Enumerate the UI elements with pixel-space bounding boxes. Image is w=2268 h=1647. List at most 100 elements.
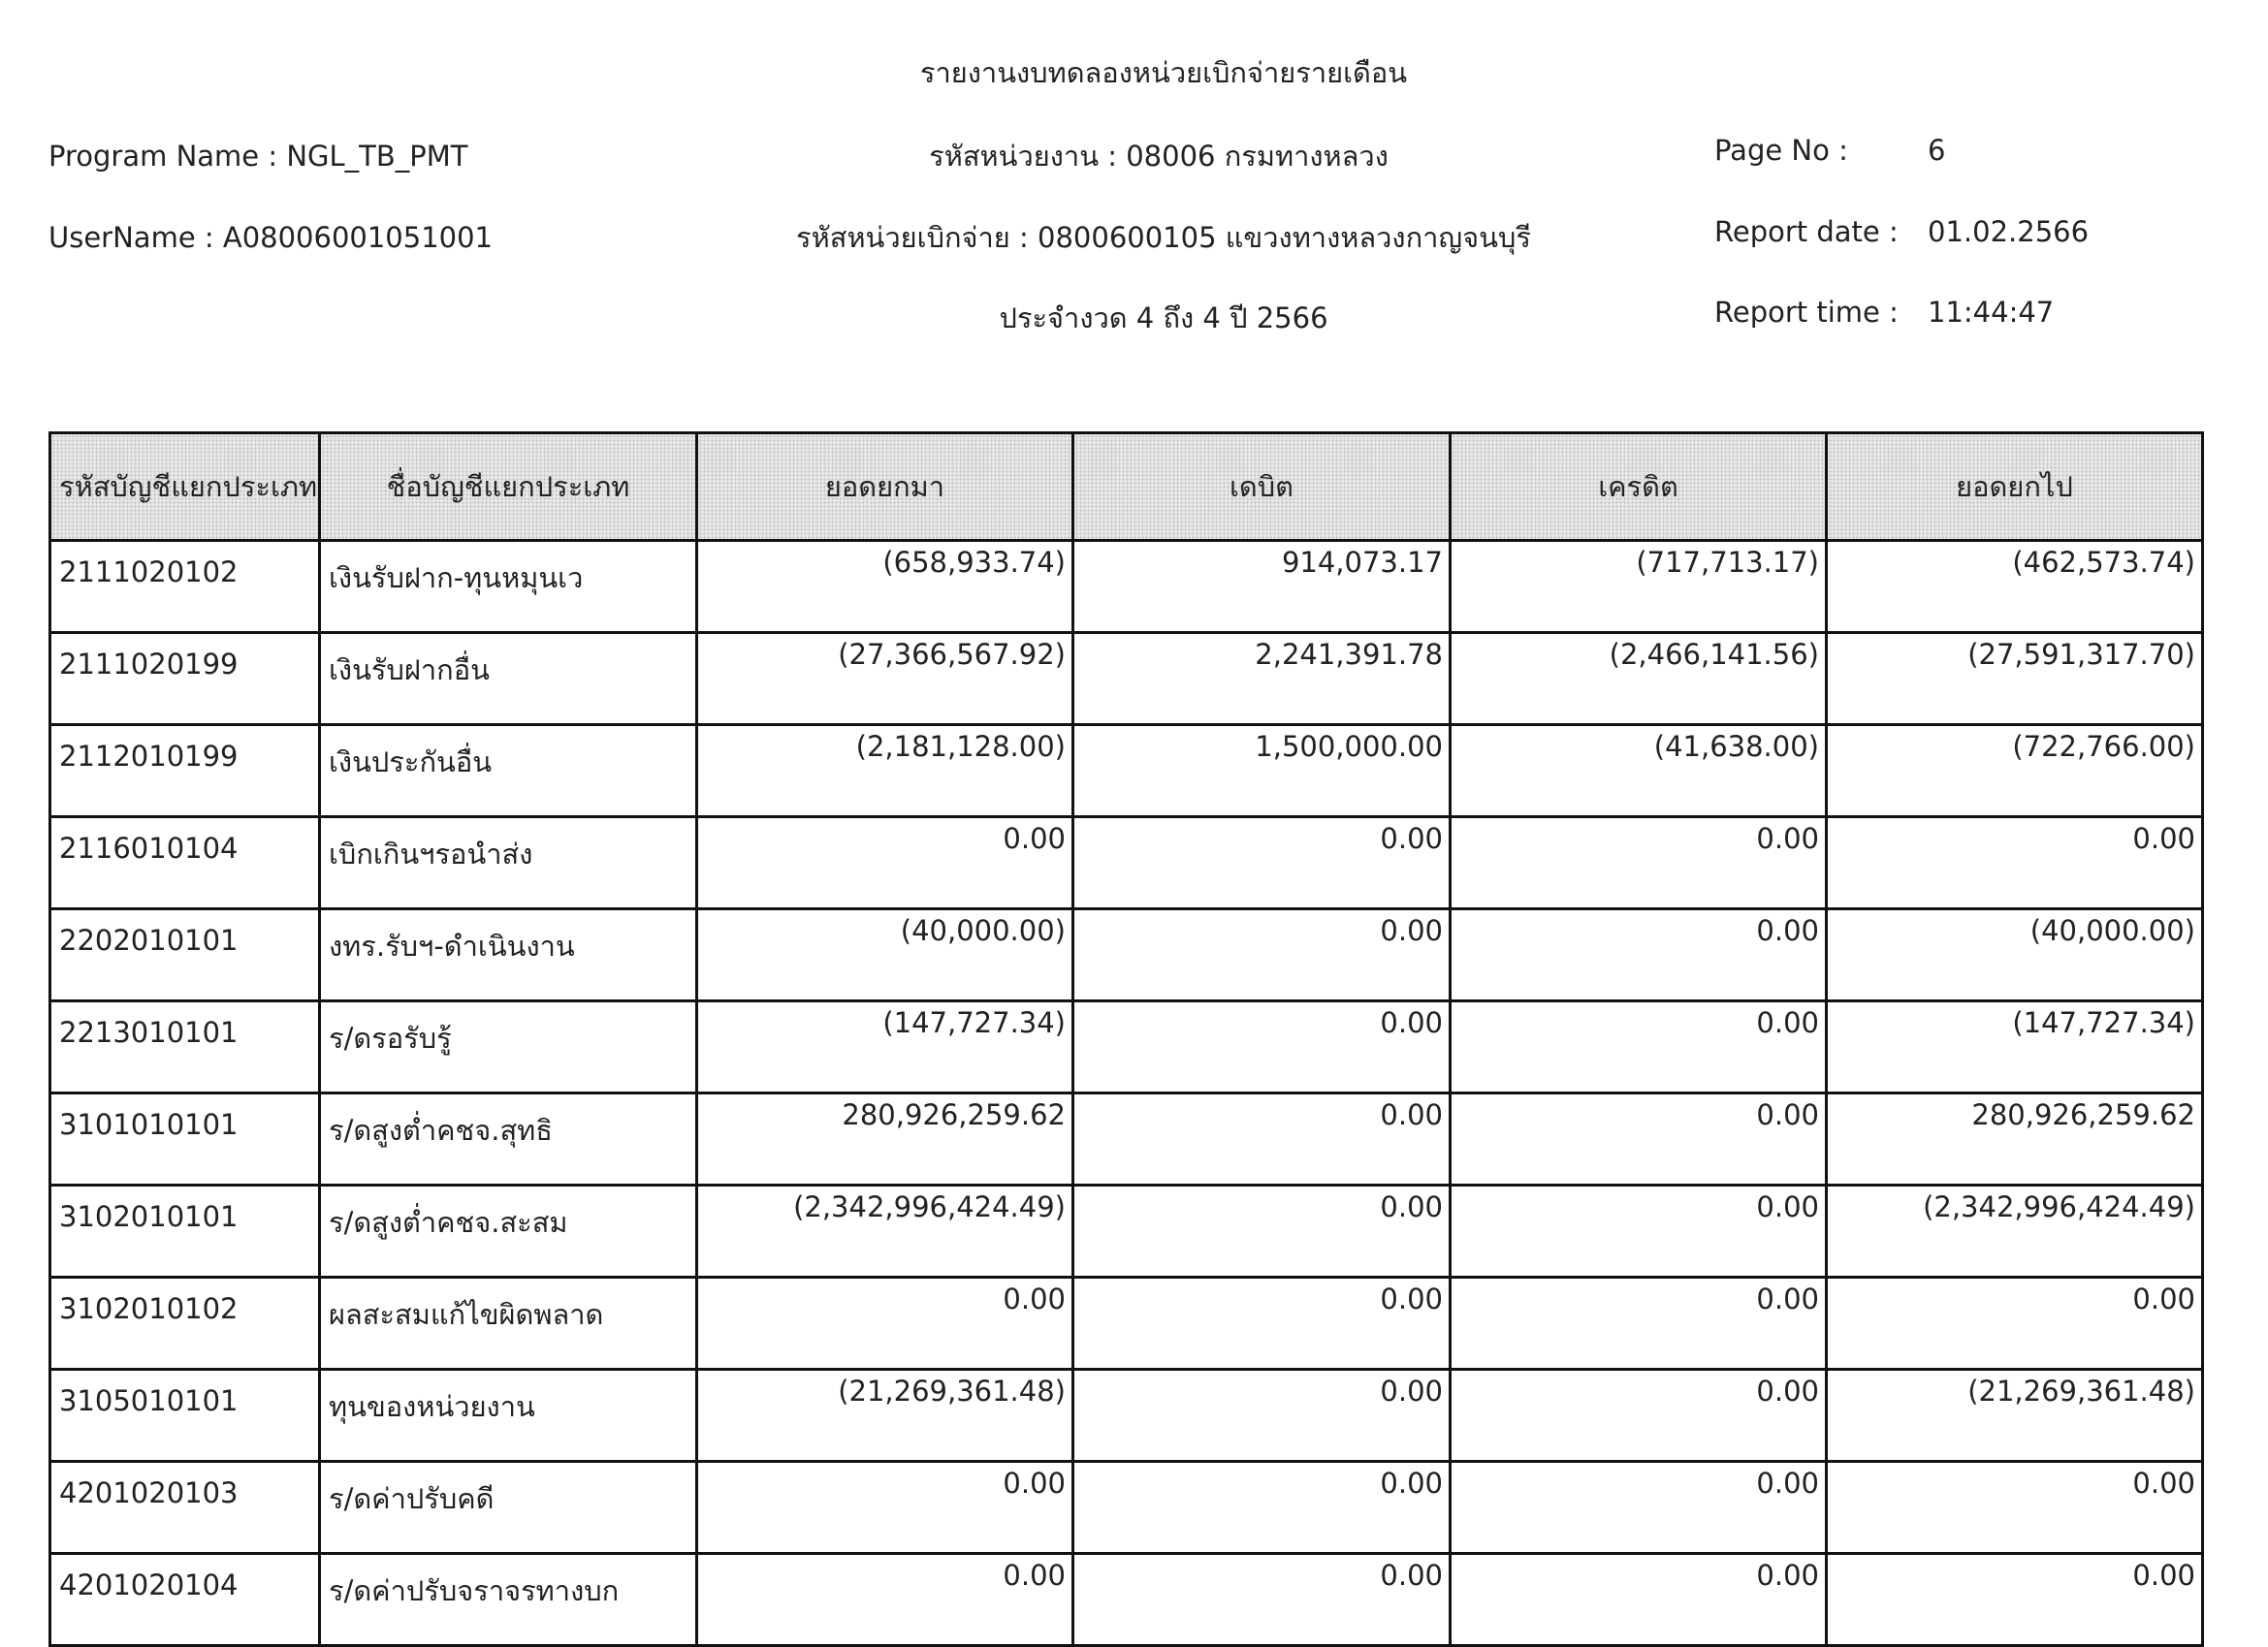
cell-account-code: 3102010102	[48, 1276, 321, 1371]
cell-debit: 0.00	[1071, 907, 1452, 1002]
cell-credit: (2,466,141.56)	[1449, 631, 1828, 726]
cell-account-code: 2111020199	[48, 631, 321, 726]
cell-closing-balance: (40,000.00)	[1825, 907, 2204, 1002]
cell-opening-balance: 0.00	[695, 1552, 1074, 1647]
cell-opening-balance: (147,727.34)	[695, 999, 1074, 1094]
cell-account-code: 2111020102	[48, 539, 321, 634]
trial-balance-table: รหัสบัญชีแยกประเภท ชื่อบัญชีแยกประเภท ยอ…	[48, 431, 2204, 1647]
cell-account-code: 2112010199	[48, 723, 321, 818]
table-row: 3101010101 ร/ดสูงต่ำคชจ.สุทธิ 280,926,259.…	[48, 1092, 2204, 1187]
table-row: 2111020199 เงินรับฝากอื่น (27,366,567.92) 2…	[48, 631, 2204, 726]
cell-account-name: เบิกเกินฯรอนำส่ง	[319, 815, 698, 910]
cell-opening-balance: (40,000.00)	[695, 907, 1074, 1002]
cell-account-name: ร/ดค่าปรับคดี	[319, 1460, 698, 1555]
table-row: 2202010101 งทร.รับฯ-ดำเนินงาน (40,000.00) 0…	[48, 907, 2204, 1002]
col-header-credit: เครดิต	[1449, 431, 1828, 542]
cell-account-name: ผลสะสมแก้ไขผิดพลาด	[319, 1276, 698, 1371]
table-header-row: รหัสบัญชีแยกประเภท ชื่อบัญชีแยกประเภท ยอ…	[48, 431, 2204, 542]
cell-account-name: เงินประกันอื่น	[319, 723, 698, 818]
program-name: Program Name : NGL_TB_PMT	[48, 140, 468, 173]
cell-closing-balance: (21,269,361.48)	[1825, 1368, 2204, 1463]
cell-account-name: ร/ดสูงต่ำคชจ.สุทธิ	[319, 1092, 698, 1187]
cell-debit: 2,241,391.78	[1071, 631, 1452, 726]
cell-debit: 0.00	[1071, 1276, 1452, 1371]
cell-debit: 914,073.17	[1071, 539, 1452, 634]
cell-credit: 0.00	[1449, 999, 1828, 1094]
table-row: 3102010102 ผลสะสมแก้ไขผิดพลาด 0.00 0.00 0.00…	[48, 1276, 2204, 1371]
col-header-account-code: รหัสบัญชีแยกประเภท	[48, 431, 321, 542]
cell-opening-balance: (658,933.74)	[695, 539, 1074, 634]
cell-account-code: 4201020103	[48, 1460, 321, 1555]
cell-account-code: 2202010101	[48, 907, 321, 1002]
cell-opening-balance: (2,181,128.00)	[695, 723, 1074, 818]
cell-closing-balance: (147,727.34)	[1825, 999, 2204, 1094]
cell-debit: 0.00	[1071, 1460, 1452, 1555]
table-row: 2213010101 ร/ดรอรับรู้ (147,727.34) 0.00 0.0…	[48, 999, 2204, 1094]
cell-closing-balance: 0.00	[1825, 1276, 2204, 1371]
cell-account-code: 2116010104	[48, 815, 321, 910]
cell-closing-balance: 280,926,259.62	[1825, 1092, 2204, 1187]
report-date-label: Report date :	[1714, 215, 1899, 248]
cell-debit: 0.00	[1071, 999, 1452, 1094]
col-header-closing-balance: ยอดยกไป	[1825, 431, 2204, 542]
report-date: 01.02.2566	[1928, 215, 2090, 248]
cell-account-code: 3105010101	[48, 1368, 321, 1463]
col-header-account-name: ชื่อบัญชีแยกประเภท	[318, 431, 698, 542]
report-period: ประจำงวด 4 ถึง 4 ปี 2566	[999, 301, 1328, 334]
cell-opening-balance: 0.00	[695, 815, 1074, 910]
cell-account-name: เงินรับฝากอื่น	[319, 631, 698, 726]
table-row: 2112010199 เงินประกันอื่น (2,181,128.00) 1,…	[48, 723, 2204, 818]
cell-closing-balance: (722,766.00)	[1825, 723, 2204, 818]
cell-account-name: งทร.รับฯ-ดำเนินงาน	[319, 907, 698, 1002]
cell-closing-balance: 0.00	[1825, 1460, 2204, 1555]
page-no-label: Page No :	[1714, 134, 1848, 167]
agency-code: รหัสหน่วยงาน : 08006 กรมทางหลวง	[929, 140, 1389, 173]
cell-debit: 1,500,000.00	[1071, 723, 1452, 818]
cell-opening-balance: (27,366,567.92)	[695, 631, 1074, 726]
col-header-opening-balance: ยอดยกมา	[695, 431, 1074, 542]
cell-account-code: 4201020104	[48, 1552, 321, 1647]
cell-credit: 0.00	[1449, 1460, 1828, 1555]
cell-opening-balance: (21,269,361.48)	[695, 1368, 1074, 1463]
cell-account-name: ร/ดค่าปรับจราจรทางบก	[319, 1552, 698, 1647]
table-row: 3105010101 ทุนของหน่วยงาน (21,269,361.48) 0…	[48, 1368, 2204, 1463]
table-row: 4201020103 ร/ดค่าปรับคดี 0.00 0.00 0.00 0.00	[48, 1460, 2204, 1555]
cell-account-code: 3102010101	[48, 1184, 321, 1279]
cell-account-code: 3101010101	[48, 1092, 321, 1187]
cell-opening-balance: 0.00	[695, 1460, 1074, 1555]
cell-credit: 0.00	[1449, 907, 1828, 1002]
table-row: 4201020104 ร/ดค่าปรับจราจรทางบก 0.00 0.00 0.…	[48, 1552, 2204, 1647]
cell-credit: 0.00	[1449, 1368, 1828, 1463]
table-row: 2111020102 เงินรับฝาก-ทุนหมุนเว (658,933.7…	[48, 539, 2204, 634]
cell-debit: 0.00	[1071, 1184, 1452, 1279]
report-time: 11:44:47	[1928, 296, 2055, 329]
cell-credit: 0.00	[1449, 1276, 1828, 1371]
cell-closing-balance: 0.00	[1825, 1552, 2204, 1647]
cell-closing-balance: 0.00	[1825, 815, 2204, 910]
cell-account-name: เงินรับฝาก-ทุนหมุนเว	[319, 539, 698, 634]
cell-closing-balance: (2,342,996,424.49)	[1825, 1184, 2204, 1279]
cell-closing-balance: (462,573.74)	[1825, 539, 2204, 634]
table-row: 2116010104 เบิกเกินฯรอนำส่ง 0.00 0.00 0.00 0.…	[48, 815, 2204, 910]
cell-credit: (41,638.00)	[1449, 723, 1828, 818]
cell-credit: 0.00	[1449, 1184, 1828, 1279]
page-no: 6	[1928, 134, 1946, 167]
cell-credit: (717,713.17)	[1449, 539, 1828, 634]
cell-debit: 0.00	[1071, 1092, 1452, 1187]
cell-credit: 0.00	[1449, 1552, 1828, 1647]
cell-opening-balance: 0.00	[695, 1276, 1074, 1371]
cell-opening-balance: 280,926,259.62	[695, 1092, 1074, 1187]
cell-debit: 0.00	[1071, 1552, 1452, 1647]
cell-credit: 0.00	[1449, 1092, 1828, 1187]
cell-account-name: ทุนของหน่วยงาน	[319, 1368, 698, 1463]
cell-opening-balance: (2,342,996,424.49)	[695, 1184, 1074, 1279]
cell-credit: 0.00	[1449, 815, 1828, 910]
report-time-label: Report time :	[1714, 296, 1899, 329]
cell-account-name: ร/ดรอรับรู้	[319, 999, 698, 1094]
col-header-debit: เดบิต	[1071, 431, 1452, 542]
cell-debit: 0.00	[1071, 1368, 1452, 1463]
disbursing-unit-code: รหัสหน่วยเบิกจ่าย : 0800600105 แขวงทางหล…	[796, 221, 1531, 254]
table-row: 3102010101 ร/ดสูงต่ำคชจ.สะสม (2,342,996,42…	[48, 1184, 2204, 1279]
report-title: รายงานงบทดลองหน่วยเบิกจ่ายรายเดือน	[919, 56, 1408, 89]
user-name: UserName : A08006001051001	[48, 221, 494, 254]
